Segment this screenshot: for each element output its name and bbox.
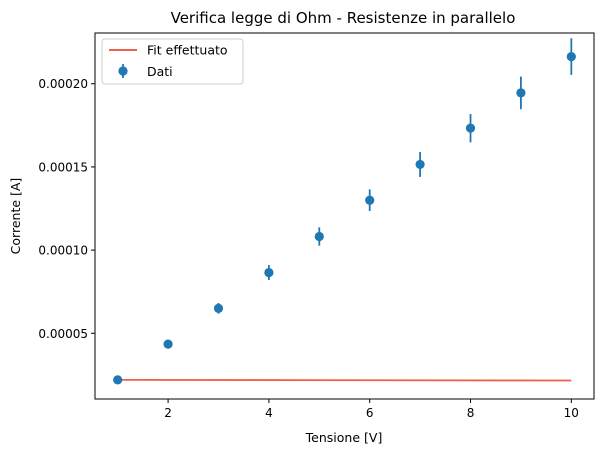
legend-data-label: Dati [147,64,173,79]
x-tick-label: 8 [467,406,475,420]
x-tick-label: 2 [164,406,172,420]
y-axis-label: Corrente [A] [8,178,23,255]
data-point [213,303,224,313]
y-axis: 0.00005 0.00010 0.00015 0.00020 [38,77,95,341]
plot-area: 2 4 6 8 10 0.00005 0.00010 0.00015 0.00020 [38,32,595,420]
data-point [415,159,425,170]
y-tick-label: 0.00015 [38,160,88,174]
legend-fit-label: Fit effettuato [147,43,228,58]
x-tick-label: 6 [366,406,374,420]
x-tick-label: 10 [564,406,579,420]
x-tick-label: 4 [265,406,273,420]
data-point [113,375,123,385]
data-point [365,195,375,205]
data-point [566,52,576,62]
legend-data-marker-sample [118,64,128,78]
series-layer [113,38,576,385]
legend-point-sample [118,66,128,76]
y-tick-label: 0.00005 [38,327,88,341]
data-point [314,231,324,242]
data-point [163,339,173,349]
fit-line [117,378,572,382]
legend-box [101,38,244,85]
x-axis-label: Tensione [V] [305,430,383,445]
legend: Fit effettuato Dati [101,38,244,85]
y-tick-label: 0.00010 [38,244,88,258]
y-tick-label: 0.00020 [38,77,88,91]
data-point [264,267,274,278]
axes-frame [94,32,595,400]
x-axis: 2 4 6 8 10 [164,399,579,420]
data-point [516,88,526,98]
data-point [465,123,476,133]
chart-title: Verifica legge di Ohm - Resistenze in pa… [171,9,516,27]
